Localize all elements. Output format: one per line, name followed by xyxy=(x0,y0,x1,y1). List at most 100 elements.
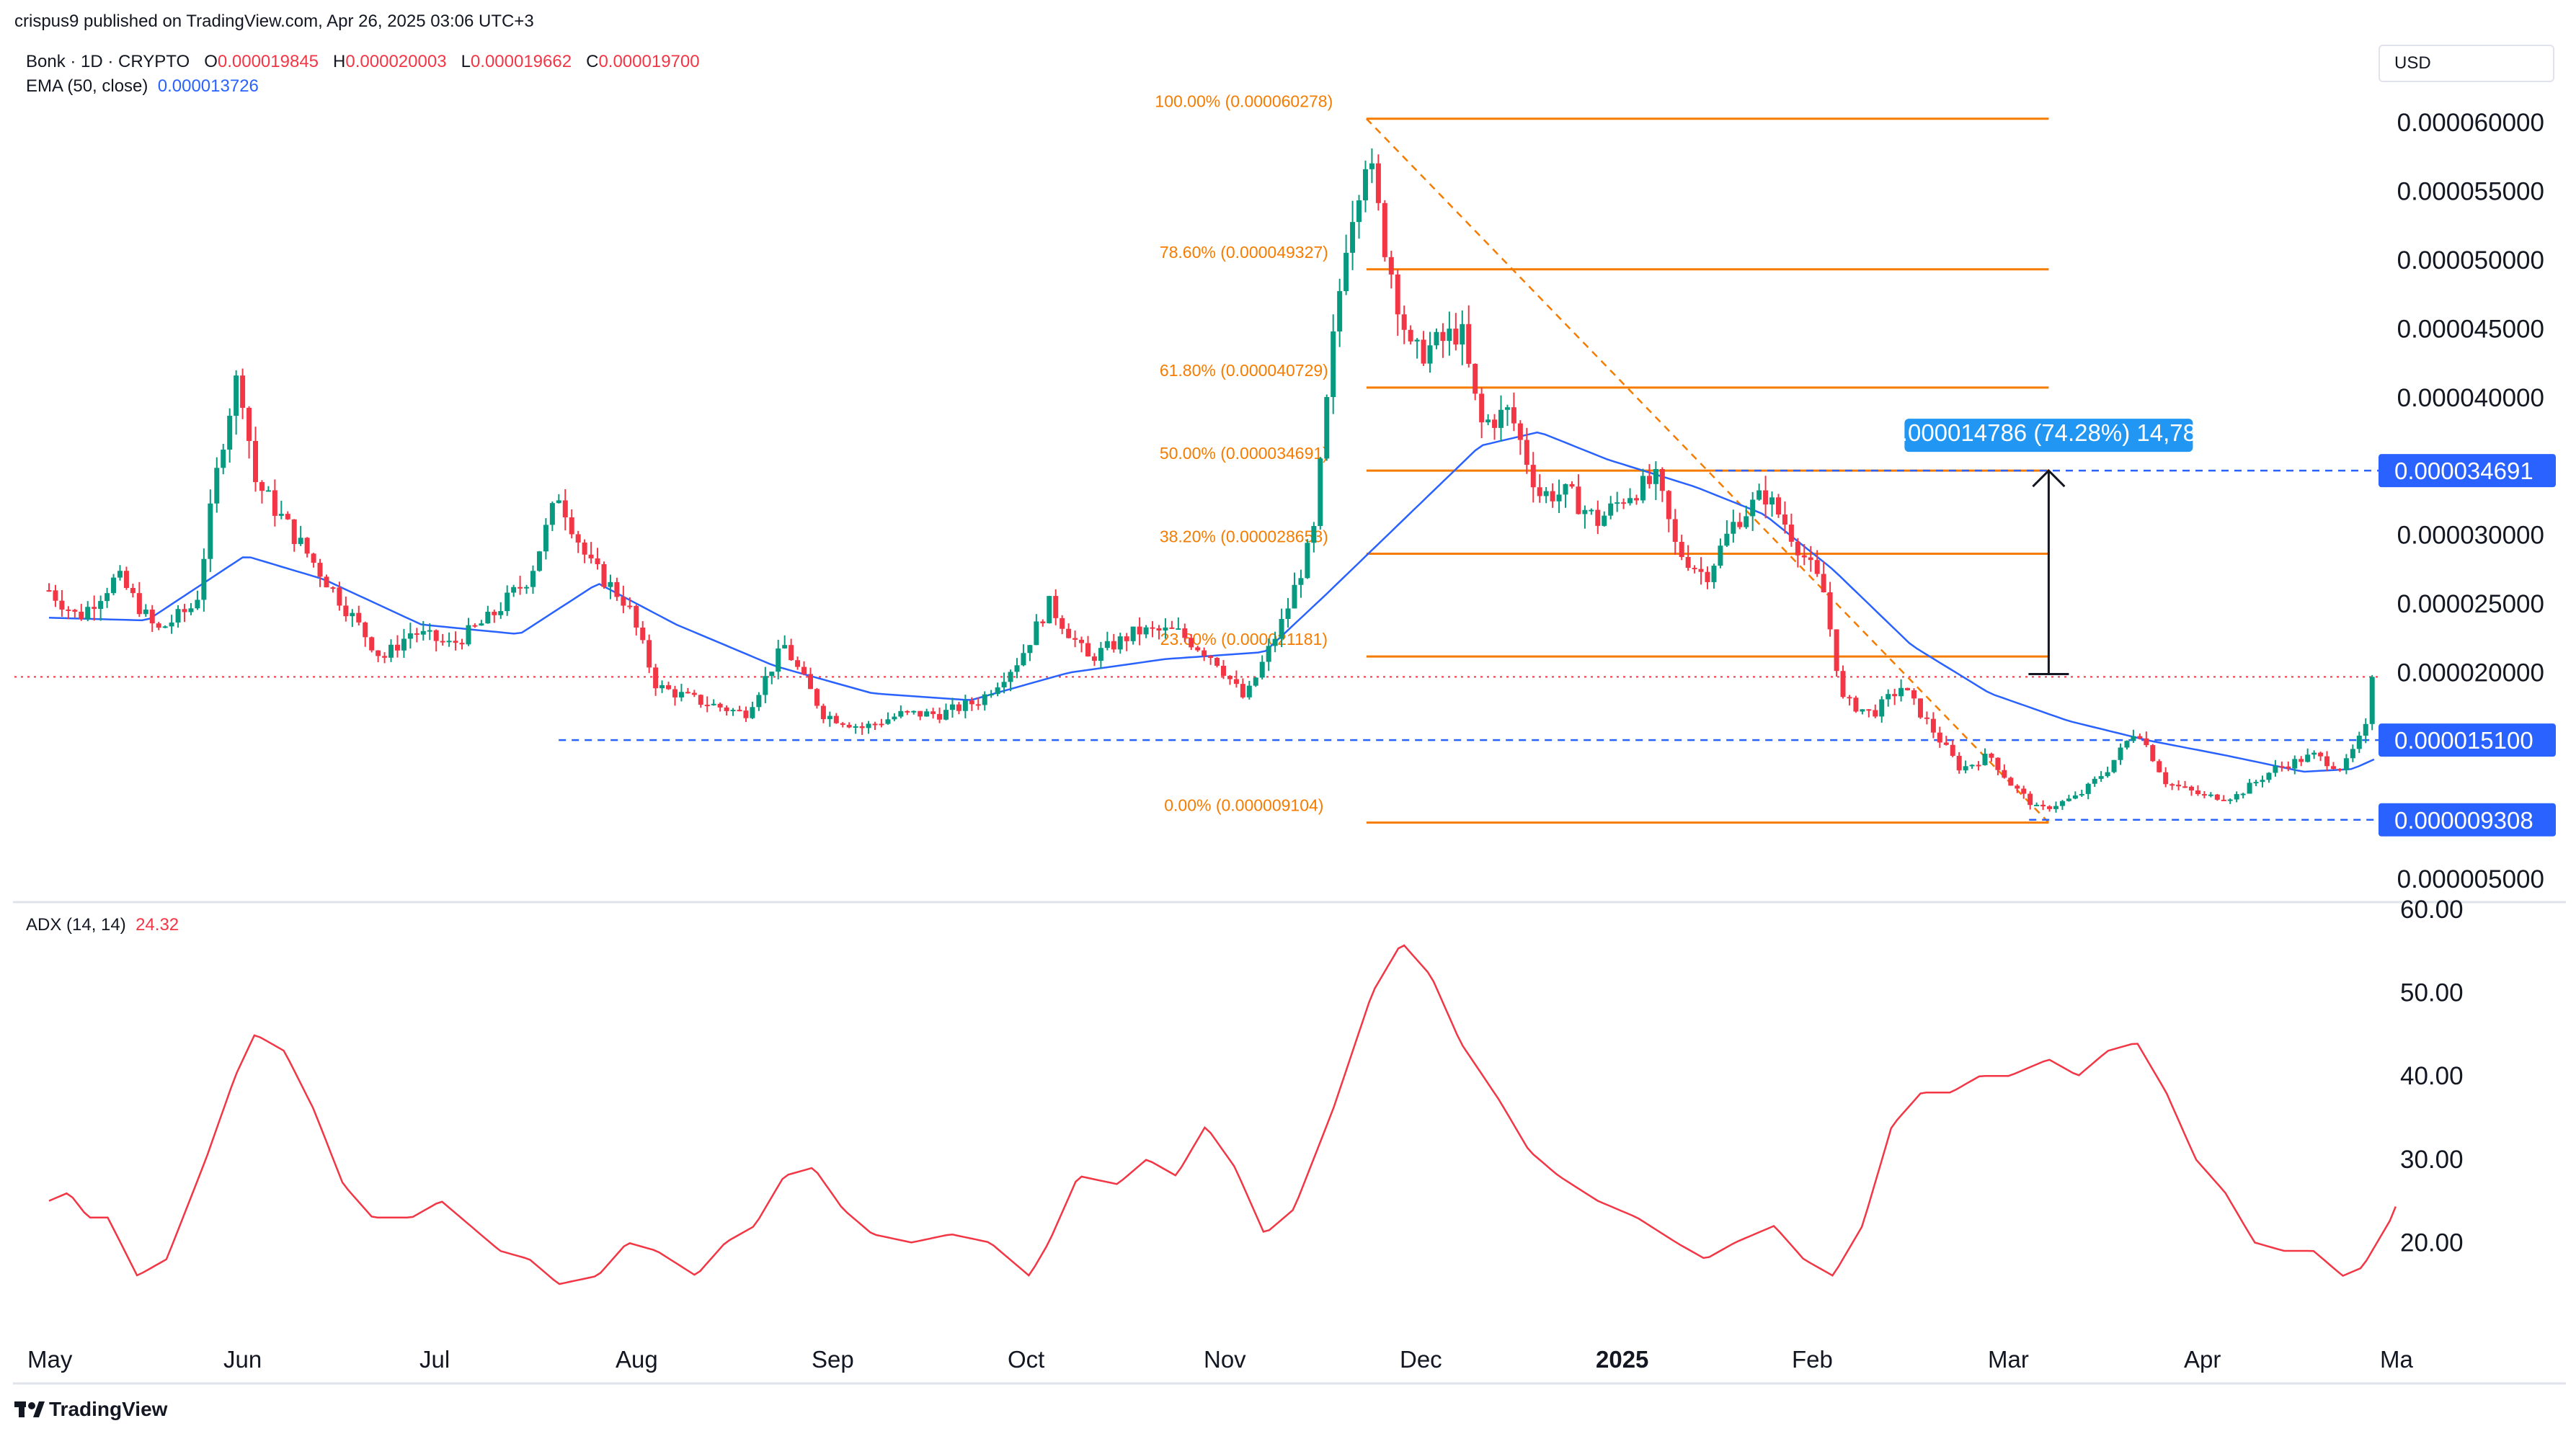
candle-body[interactable] xyxy=(1808,557,1813,561)
candle-body[interactable] xyxy=(1479,393,1485,423)
candle-body[interactable] xyxy=(1621,502,1627,504)
candle-body[interactable] xyxy=(356,612,362,623)
candle-body[interactable] xyxy=(1763,490,1769,505)
candle-body[interactable] xyxy=(518,587,523,589)
candle-body[interactable] xyxy=(2008,777,2014,786)
candle-body[interactable] xyxy=(1227,675,1233,679)
candle-body[interactable] xyxy=(304,538,310,554)
candle-body[interactable] xyxy=(1956,755,1962,771)
candle-body[interactable] xyxy=(678,692,684,697)
candle-body[interactable] xyxy=(918,710,923,717)
candle-body[interactable] xyxy=(1576,486,1581,514)
candle-body[interactable] xyxy=(1189,638,1194,648)
candle-body[interactable] xyxy=(1969,764,1975,767)
candle-body[interactable] xyxy=(2247,783,2252,794)
candle-body[interactable] xyxy=(1072,638,1078,640)
candle-body[interactable] xyxy=(1853,697,1859,712)
candle-body[interactable] xyxy=(2189,786,2195,790)
candle-body[interactable] xyxy=(498,611,504,615)
candle-body[interactable] xyxy=(2221,799,2226,801)
candle-body[interactable] xyxy=(2305,754,2311,762)
candle-body[interactable] xyxy=(117,571,123,578)
candle-body[interactable] xyxy=(750,707,755,718)
candle-body[interactable] xyxy=(530,571,536,587)
candle-body[interactable] xyxy=(2098,776,2104,779)
candle-body[interactable] xyxy=(1176,628,1181,630)
candle-body[interactable] xyxy=(931,711,936,714)
candle-body[interactable] xyxy=(2227,799,2233,801)
candle-body[interactable] xyxy=(446,641,452,643)
candle-body[interactable] xyxy=(2363,723,2368,736)
candle-body[interactable] xyxy=(388,644,394,658)
candle-body[interactable] xyxy=(2343,758,2349,770)
candle-body[interactable] xyxy=(72,610,78,612)
candle-body[interactable] xyxy=(1989,753,1994,758)
candle-body[interactable] xyxy=(2105,772,2110,777)
candle-body[interactable] xyxy=(1582,509,1588,514)
candle-body[interactable] xyxy=(2201,794,2207,796)
candle-body[interactable] xyxy=(420,630,426,635)
candle-body[interactable] xyxy=(2059,801,2065,806)
candle-body[interactable] xyxy=(549,503,555,525)
candle-body[interactable] xyxy=(1801,555,1807,558)
candle-body[interactable] xyxy=(265,490,271,492)
candle-body[interactable] xyxy=(853,726,858,728)
candle-body[interactable] xyxy=(505,592,510,612)
candle-body[interactable] xyxy=(1892,694,1898,697)
candle-body[interactable] xyxy=(1395,274,1400,315)
candle-body[interactable] xyxy=(227,416,233,450)
candle-body[interactable] xyxy=(717,703,723,708)
candle-body[interactable] xyxy=(1066,628,1072,638)
candle-body[interactable] xyxy=(1214,658,1220,666)
candle-body[interactable] xyxy=(885,719,891,724)
candle-body[interactable] xyxy=(937,713,943,720)
candle-body[interactable] xyxy=(1034,621,1039,646)
candle-body[interactable] xyxy=(2079,793,2084,795)
candle-body[interactable] xyxy=(1724,533,1730,546)
candle-body[interactable] xyxy=(1434,331,1439,346)
candle-body[interactable] xyxy=(156,623,161,628)
candle-body[interactable] xyxy=(1337,291,1343,332)
candle-body[interactable] xyxy=(1847,697,1852,699)
candle-body[interactable] xyxy=(1208,656,1214,659)
candle-body[interactable] xyxy=(1530,465,1536,488)
candle-body[interactable] xyxy=(1982,753,1988,765)
candle-body[interactable] xyxy=(859,726,865,728)
candle-body[interactable] xyxy=(1279,618,1284,639)
candle-body[interactable] xyxy=(298,538,303,545)
candle-body[interactable] xyxy=(1589,509,1594,512)
candle-body[interactable] xyxy=(1679,542,1684,558)
candle-body[interactable] xyxy=(382,656,388,658)
candle-body[interactable] xyxy=(1014,665,1020,672)
candle-body[interactable] xyxy=(956,704,961,711)
candle-body[interactable] xyxy=(182,609,187,612)
candle-body[interactable] xyxy=(1498,409,1504,428)
candle-body[interactable] xyxy=(575,534,581,543)
candle-body[interactable] xyxy=(1672,519,1678,543)
candle-body[interactable] xyxy=(666,685,672,690)
candle-body[interactable] xyxy=(1976,764,1981,767)
candle-body[interactable] xyxy=(1627,498,1633,504)
candle-body[interactable] xyxy=(776,648,781,672)
candle-body[interactable] xyxy=(536,551,542,571)
candle-body[interactable] xyxy=(982,694,987,705)
candle-body[interactable] xyxy=(1685,557,1691,569)
candle-body[interactable] xyxy=(1950,744,1955,756)
candle-body[interactable] xyxy=(272,490,277,516)
candle-body[interactable] xyxy=(1298,578,1304,585)
candle-body[interactable] xyxy=(1414,339,1420,342)
candle-body[interactable] xyxy=(343,605,349,617)
candle-body[interactable] xyxy=(1382,202,1387,257)
candle-body[interactable] xyxy=(2028,793,2033,806)
candle-body[interactable] xyxy=(2253,782,2259,784)
candle-body[interactable] xyxy=(647,640,652,668)
candle-body[interactable] xyxy=(2157,761,2162,772)
candle-body[interactable] xyxy=(1711,566,1717,582)
candle-body[interactable] xyxy=(1886,694,1891,700)
candle-body[interactable] xyxy=(2350,749,2355,759)
candle-body[interactable] xyxy=(1401,314,1407,330)
candle-body[interactable] xyxy=(1240,684,1245,697)
candle-body[interactable] xyxy=(1060,618,1065,629)
candle-body[interactable] xyxy=(2047,806,2053,809)
candle-body[interactable] xyxy=(1117,636,1123,650)
